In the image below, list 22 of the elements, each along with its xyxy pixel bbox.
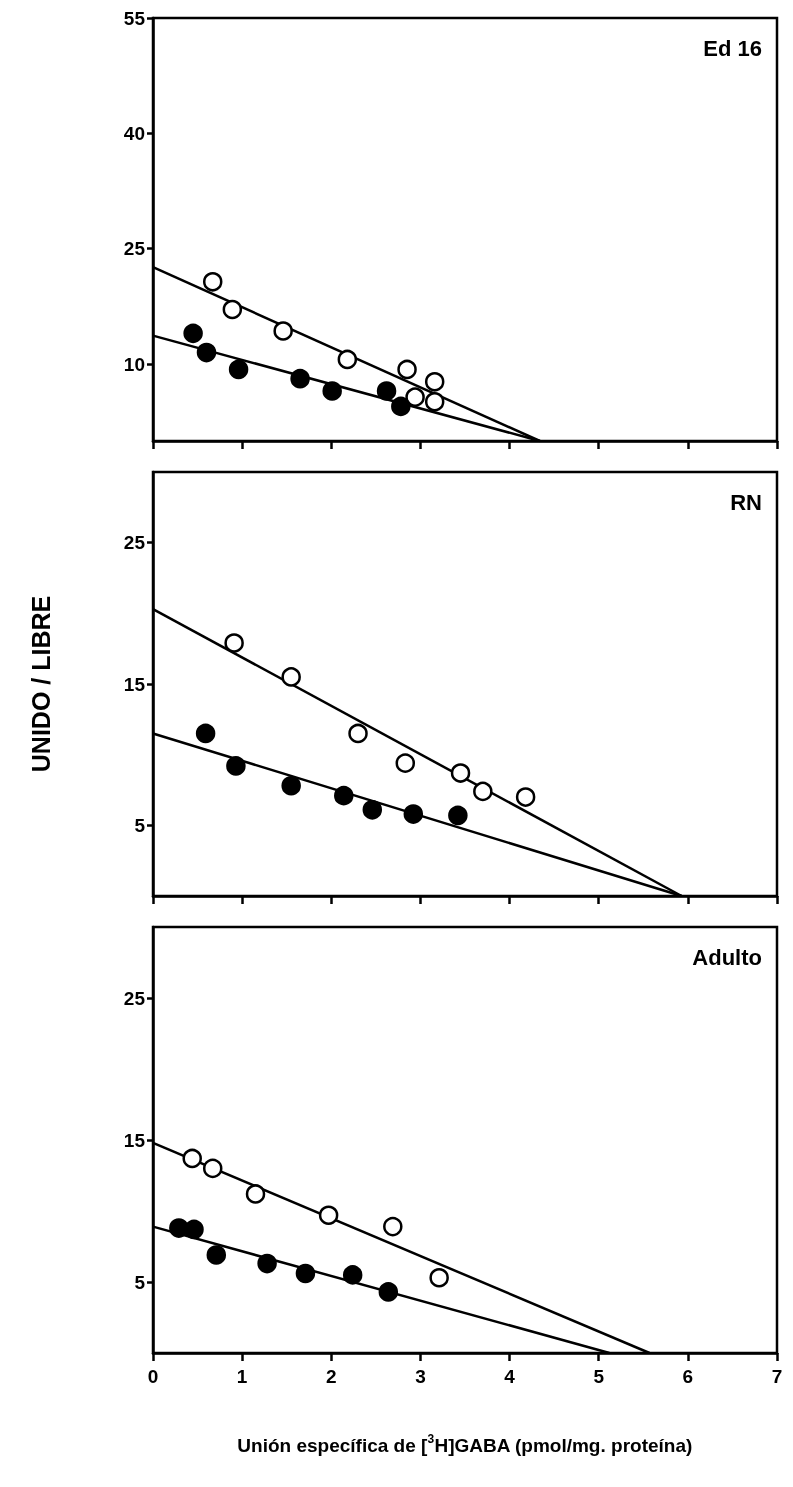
y-tick-label: 5 <box>134 1271 146 1293</box>
x-tick-label: 5 <box>593 1366 605 1387</box>
x-tick-label: 3 <box>415 1366 426 1387</box>
text: Adulto <box>692 944 763 970</box>
y-tick-label: 55 <box>123 7 146 29</box>
x-tick-label: 7 <box>771 1366 783 1387</box>
x-tick-label: 2 <box>326 1366 337 1387</box>
x-tick-label: 4 <box>504 1366 516 1387</box>
y-tick-label: 15 <box>123 673 146 695</box>
text: RN <box>730 489 763 515</box>
x-tick-label: 0 <box>147 1366 159 1387</box>
text: Ed 16 <box>703 35 763 61</box>
x-tick-label: 6 <box>682 1366 694 1387</box>
x-tick-label: 1 <box>236 1366 248 1387</box>
y-tick-label: 10 <box>123 353 145 375</box>
y-tick-label: 40 <box>123 122 145 144</box>
y-tick-label: 25 <box>123 238 146 260</box>
y-axis-title: UNIDO / LIBRE <box>26 595 55 773</box>
y-tick-label: 15 <box>123 1129 146 1151</box>
y-tick-label: 25 <box>123 532 146 554</box>
y-tick-label: 25 <box>123 987 146 1009</box>
y-tick-label: 5 <box>134 814 146 836</box>
